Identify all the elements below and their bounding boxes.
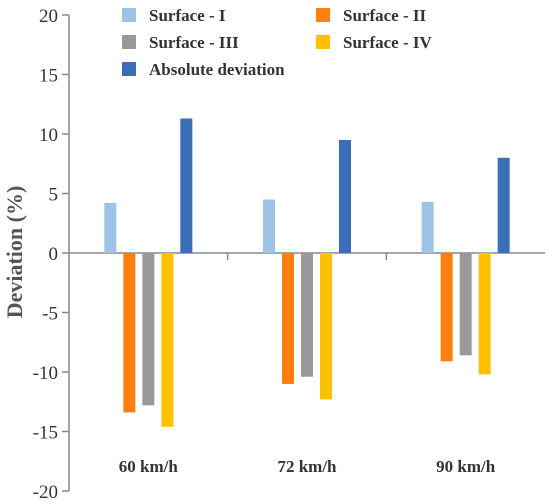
y-tick-label: -10 <box>33 363 58 384</box>
y-tick-label: 5 <box>49 185 59 206</box>
category-label: 90 km/h <box>436 457 496 476</box>
legend-swatch <box>316 8 330 22</box>
bar <box>497 157 510 253</box>
bar <box>142 253 155 406</box>
legend-swatch <box>316 35 330 49</box>
bar <box>440 253 453 362</box>
bar <box>104 203 117 253</box>
bar <box>459 253 472 356</box>
bar <box>123 253 136 413</box>
category-label: 60 km/h <box>119 457 179 476</box>
legend-swatch <box>122 62 136 76</box>
bar <box>282 253 294 384</box>
bar <box>180 118 193 253</box>
bar <box>301 253 313 377</box>
bar <box>263 199 275 253</box>
legend-label: Surface - III <box>149 33 239 52</box>
y-tick-label: 15 <box>39 66 58 87</box>
legend-label: Surface - I <box>149 6 226 25</box>
legend-swatch <box>122 35 136 49</box>
legend-label: Surface - II <box>343 6 426 25</box>
y-tick-label: -5 <box>42 304 58 325</box>
legend-label: Absolute deviation <box>149 60 285 79</box>
bar <box>421 201 434 253</box>
y-axis-title: Deviation (%) <box>2 186 27 319</box>
y-tick-label: 20 <box>39 6 58 27</box>
y-tick-label: 0 <box>49 244 59 265</box>
bars <box>104 118 510 427</box>
category-labels: 60 km/h 72 km/h 90 km/h <box>119 457 496 476</box>
y-tick-label: -15 <box>33 423 58 444</box>
bar <box>161 253 174 427</box>
legend: Surface - I Surface - II Surface - III Surf… <box>122 6 432 79</box>
legend-swatch <box>122 8 136 22</box>
category-label: 72 km/h <box>277 457 337 476</box>
bar <box>320 253 332 400</box>
bar <box>478 253 491 375</box>
y-tick-label: -20 <box>33 482 58 503</box>
y-tick-label: 10 <box>39 125 58 146</box>
y-axis: 20 15 10 5 0 -5 -10 -15 -20 <box>33 6 70 503</box>
bar <box>339 139 351 253</box>
legend-label: Surface - IV <box>343 33 432 52</box>
